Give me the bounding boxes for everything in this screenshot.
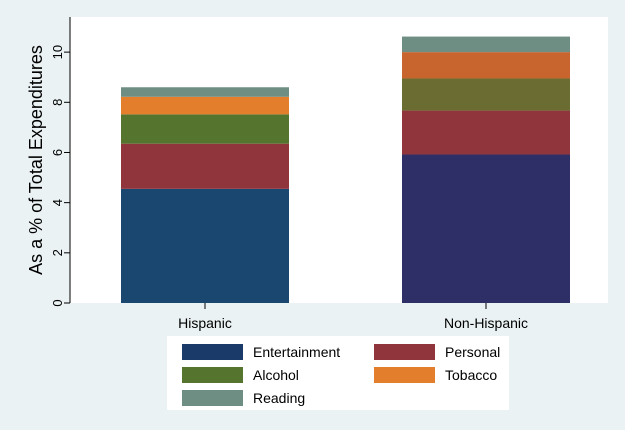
bar-segment-personal-non-hispanic [402,110,570,155]
bar-segment-reading-hispanic [121,87,289,97]
legend-swatch-alcohol [182,367,243,383]
y-tick-label-0: 0 [50,299,65,306]
y-tick-label-8: 8 [50,99,65,106]
y-tick-label-4: 4 [50,199,65,206]
bars-group [121,36,570,303]
bar-segment-personal-hispanic [121,143,289,189]
y-tick-label-2: 2 [50,249,65,256]
legend-label-tobacco: Tobacco [445,367,497,383]
bar-segment-reading-non-hispanic [402,36,570,53]
legend-label-entertainment: Entertainment [253,344,340,360]
legend-label-reading: Reading [253,390,305,406]
legend-label-alcohol: Alcohol [253,367,299,383]
x-ticks-group: Hispanic Non-Hispanic [178,303,528,331]
bar-segment-tobacco-hispanic [121,96,289,115]
legend: Entertainment Personal Alcohol Tobacco Readi… [182,344,500,406]
bar-segment-alcohol-non-hispanic [402,78,570,111]
x-tick-label-hispanic: Hispanic [178,315,232,331]
bar-segment-alcohol-hispanic [121,114,289,144]
legend-swatch-personal [374,344,435,360]
legend-swatch-entertainment [182,344,243,360]
y-tick-label-6: 6 [50,149,65,156]
y-tick-label-10: 10 [50,45,65,59]
legend-swatch-reading [182,390,243,406]
y-axis-label: As a % of Total Expenditures [26,45,46,275]
legend-swatch-tobacco [374,367,435,383]
bar-segment-entertainment-hispanic [121,188,289,303]
legend-label-personal: Personal [445,344,500,360]
x-tick-label-non-hispanic: Non-Hispanic [444,315,528,331]
bar-segment-entertainment-non-hispanic [402,154,570,303]
bar-segment-tobacco-non-hispanic [402,52,570,79]
y-ticks-group: 0 2 4 6 8 10 [50,45,70,307]
